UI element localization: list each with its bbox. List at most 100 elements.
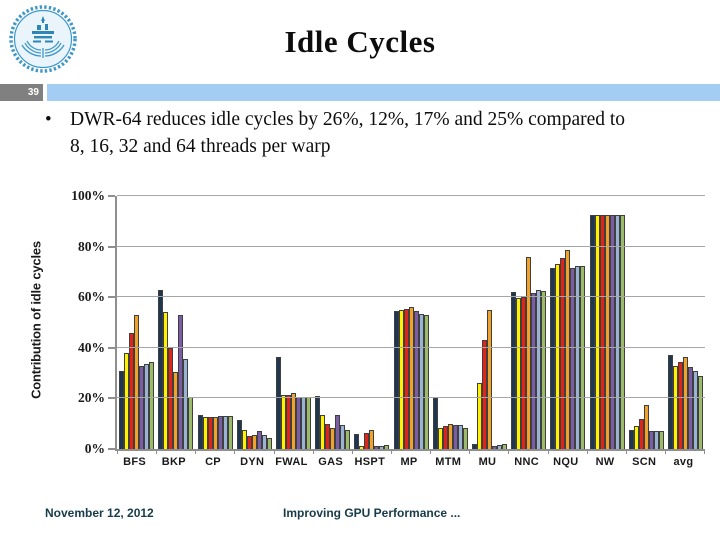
bar-series-2-yellow-BKP [163,312,169,449]
x-tick-cell-BFS [118,449,158,454]
x-tick-cell-DYN [235,449,275,454]
x-tick-cell-MTM [431,449,471,454]
bar-series-1-dark-navy-DYN [236,419,242,449]
x-tick-cell-MU [470,449,510,454]
x-category-label-NNC: NNC [514,456,539,468]
bar-series-3-red-GAS [325,423,331,449]
bar-series-2-yellow-FWAL [280,394,286,449]
bar-series-7-green-MP [423,314,429,449]
bar-series-3-red-avg [677,361,683,449]
bar-series-4-orange-CP [212,417,218,449]
x-category-label-avg: avg [673,456,694,468]
y-tick-label-0: 0% [84,441,105,456]
bar-series-6-light-blue-MP [418,313,424,449]
bar-group-BKP [156,196,195,449]
bullet-marker: • [45,109,52,130]
x-tick-cell-CP [196,449,236,454]
bar-series-3-red-MTM [442,426,448,449]
x-tick-cell-FWAL [275,449,314,454]
bar-series-4-orange-NQU [565,250,571,449]
y-tick-label-100: 100% [71,188,105,203]
bar-series-1-dark-navy-FWAL [275,356,281,449]
university-seal-logo [9,5,77,73]
bar-series-5-purple-FWAL [295,397,301,449]
bar-series-6-light-blue-MU [496,445,502,449]
gridline-20 [117,397,705,399]
x-tick-cell-avg [666,449,706,454]
bar-series-7-green-NNC [541,290,547,449]
bar-series-3-red-FWAL [285,394,291,449]
bar-series-5-purple-MP [413,311,419,449]
bar-series-4-orange-BKP [173,371,179,449]
bar-series-4-orange-NW [604,214,610,449]
bar-series-6-light-blue-BFS [144,364,150,449]
bar-group-DYN [235,196,274,449]
x-axis-ticks [117,449,706,454]
bar-series-6-light-blue-avg [692,370,698,449]
bar-series-6-light-blue-HSPT [379,446,385,449]
bar-series-1-dark-navy-NQU [550,268,556,449]
bar-series-7-green-HSPT [384,445,390,449]
seal-wings [21,40,65,58]
bar-series-3-red-NW [599,214,605,449]
x-category-label-BKP: BKP [161,456,186,468]
x-category-label-GAS: GAS [318,456,343,468]
bar-series-3-red-MP [403,308,409,449]
x-category-label-FWAL: FWAL [275,456,308,468]
bar-series-6-light-blue-MTM [457,424,463,449]
bar-series-1-dark-navy-BKP [158,289,164,449]
footer-date: November 12, 2012 [45,506,154,520]
bar-groups [117,196,705,449]
y-tick-mark-20 [108,397,115,400]
bar-group-MU [470,196,509,449]
bar-group-MTM [431,196,470,449]
bar-series-5-purple-SCN [648,431,654,449]
bar-group-HSPT [352,196,391,449]
bar-series-2-yellow-DYN [241,430,247,449]
bar-series-1-dark-navy-CP [197,414,203,449]
bar-series-1-dark-navy-GAS [315,395,321,449]
bar-series-7-green-MU [501,443,507,449]
bar-group-NQU [548,196,587,449]
gridline-60 [117,296,705,298]
seal-calligraphy [32,16,54,43]
bar-series-6-light-blue-SCN [653,431,659,449]
bar-series-5-purple-CP [217,416,223,449]
bar-series-6-light-blue-BKP [183,359,189,449]
header-blue-strip [47,84,720,101]
bar-series-4-orange-DYN [251,435,257,449]
x-axis-labels: BFS BKP CP DYN FWAL GAS HSPT MP MTM MU NNC NQU NW SCN… [115,456,703,468]
bar-series-5-purple-BFS [139,365,145,449]
bar-series-3-red-NNC [521,297,527,449]
bar-group-FWAL [274,196,313,449]
bar-series-3-red-HSPT [364,432,370,449]
bullet-item: • DWR-64 reduces idle cycles by 26%, 12%… [45,106,645,160]
bar-series-5-purple-NW [609,214,615,449]
y-tick-label-80: 80% [78,238,105,254]
bar-series-5-purple-DYN [256,431,262,449]
gridline-100 [117,195,705,196]
bullet-text: DWR-64 reduces idle cycles by 26%, 12%, … [70,109,626,157]
y-tick-mark-40 [108,346,115,349]
bar-series-5-purple-HSPT [374,446,380,449]
bar-series-5-purple-BKP [178,314,184,449]
bar-series-7-green-DYN [266,437,272,449]
x-tick-cell-HSPT [353,449,392,454]
bar-series-2-yellow-GAS [320,414,326,449]
x-category-label-SCN: SCN [632,456,657,468]
bar-series-2-yellow-HSPT [359,446,365,449]
bar-series-2-yellow-avg [672,365,678,449]
x-tick-cell-NQU [549,449,588,454]
bar-series-4-orange-FWAL [290,393,296,449]
bar-series-2-yellow-SCN [633,426,639,449]
x-tick-cell-SCN [627,449,666,454]
bar-series-7-green-BKP [188,397,194,449]
x-tick-cell-MP [392,449,432,454]
plot-area: 0% 20% 40% 60% 80% 100% [71,188,706,456]
bar-series-6-light-blue-NNC [536,289,542,449]
bar-series-4-orange-HSPT [369,430,375,449]
page-title: Idle Cycles [284,24,436,59]
x-category-label-CP: CP [205,456,221,468]
bar-series-2-yellow-MU [476,383,482,449]
